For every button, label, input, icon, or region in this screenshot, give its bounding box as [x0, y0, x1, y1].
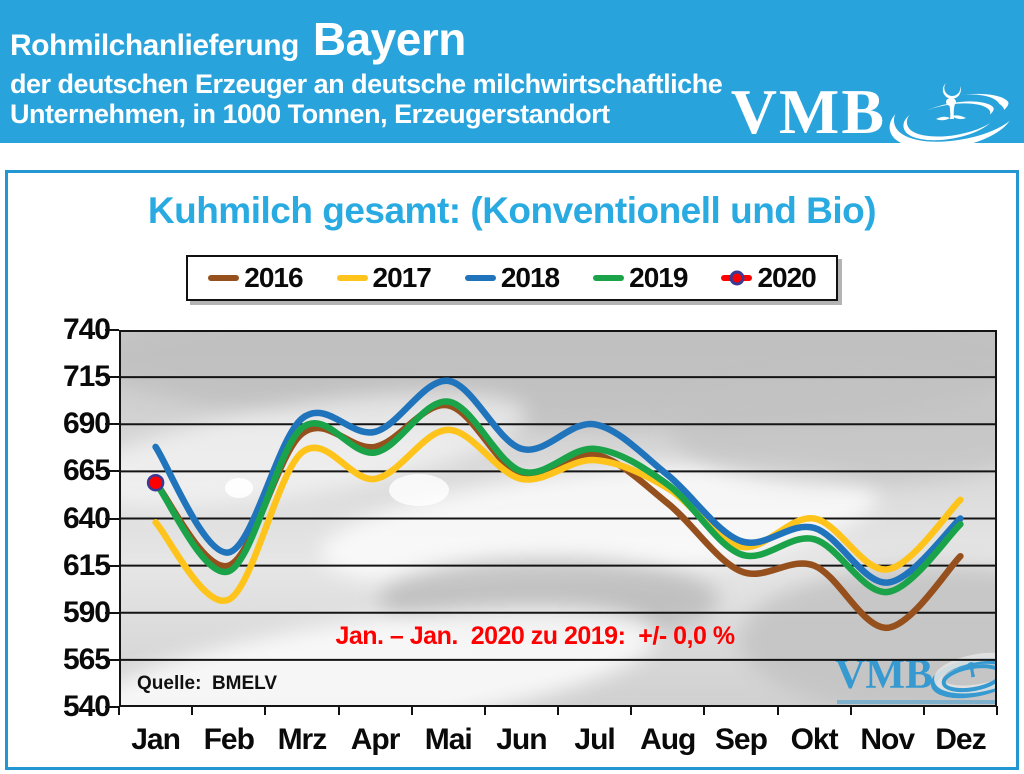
header-subtitle-line1: der deutschen Erzeuger an deutsche milch… [10, 69, 723, 99]
y-tick-540 [105, 706, 119, 708]
x-tick-label-Nov: Nov [860, 723, 915, 756]
y-tick-label-715: 715 [62, 360, 111, 394]
legend-swatch-2018 [464, 275, 496, 281]
header-title: Rohmilchanlieferung Bayern [10, 16, 722, 62]
plot-area: VMB Jan. – Jan. 2020 zu 2019: +/- 0,0 % … [119, 330, 997, 707]
x-tick-1 [191, 706, 194, 715]
header-title-region: Bayern [312, 13, 466, 65]
y-tick-590 [105, 611, 119, 614]
x-tick-2 [264, 706, 267, 715]
vmb-watermark-swirl [930, 652, 997, 699]
x-tick-4 [410, 706, 413, 715]
y-tick-665 [105, 470, 119, 473]
legend-wrap: 2016 2017 2018 2019 2020 [0, 255, 1024, 301]
y-tick-label-740: 740 [62, 313, 111, 346]
x-tick-6 [557, 706, 559, 715]
series-marker-2020 [146, 473, 165, 492]
header-banner: Rohmilchanlieferung Bayern der deutschen… [0, 0, 1024, 149]
x-tick-10 [849, 706, 852, 715]
source-label: Quelle: BMELV [137, 673, 278, 694]
x-tick-label-Jul: Jul [574, 723, 615, 756]
vmb-logo: VMB [731, 75, 1016, 149]
y-tick-label-615: 615 [62, 548, 111, 582]
series-line-2017 [152, 426, 964, 604]
x-tick-8 [703, 706, 706, 715]
series-line-2019 [152, 398, 964, 596]
legend-swatch-2017 [336, 275, 368, 281]
y-tick-640 [105, 517, 119, 520]
series-line-2018 [152, 377, 964, 586]
legend-label-2020: 2020 [757, 262, 816, 293]
legend-item-2018: 2018 [464, 262, 560, 294]
milk-swirl-icon [889, 81, 1016, 149]
x-tick-label-Jun: Jun [496, 723, 547, 756]
x-tick-3 [337, 706, 340, 715]
legend-item-2016: 2016 [208, 262, 304, 294]
legend: 2016 2017 2018 2019 2020 [186, 255, 838, 301]
header-subtitle-line2: Unternehmen, in 1000 Tonnen, Erzeugersta… [10, 99, 610, 129]
x-tick-label-Apr: Apr [350, 723, 401, 756]
x-tick-label-Aug: Aug [640, 723, 696, 756]
legend-item-2019: 2019 [593, 262, 688, 294]
legend-marker-2020 [729, 270, 745, 286]
x-tick-11 [922, 706, 925, 715]
legend-label-2019: 2019 [629, 262, 688, 293]
x-tick-0 [118, 706, 120, 715]
legend-label-2016: 2016 [244, 262, 303, 293]
x-tick-5 [483, 706, 486, 715]
y-tick-740 [105, 329, 119, 331]
x-tick-12 [996, 706, 998, 715]
vmb-logo-text: VMB [730, 76, 886, 147]
legend-swatch-2019 [593, 275, 625, 281]
x-tick-label-Feb: Feb [203, 723, 255, 756]
x-tick-label-Okt: Okt [790, 723, 839, 756]
plot-border [119, 330, 997, 707]
y-tick-label-690: 690 [62, 407, 111, 441]
x-tick-7 [630, 706, 633, 715]
vmb-watermark-subtext [837, 700, 995, 704]
x-tick-label-Sep: Sep [714, 723, 768, 756]
line-chart: VMB [119, 330, 997, 707]
chart-title: Kuhmilch gesamt: (Konventionell und Bio) [147, 190, 877, 231]
x-tick-label-Dez: Dez [935, 723, 986, 756]
y-tick-label-540: 540 [62, 690, 111, 723]
y-tick-label-590: 590 [62, 595, 111, 629]
x-tick-label-Mrz: Mrz [277, 723, 328, 756]
header-text-block: Rohmilchanlieferung Bayern der deutschen… [10, 16, 723, 129]
legend-swatch-2016 [208, 275, 240, 281]
header-title-prefix: Rohmilchanlieferung [10, 29, 299, 62]
y-tick-label-665: 665 [62, 454, 111, 488]
y-tick-565 [105, 658, 119, 661]
x-tick-label-Jan: Jan [131, 723, 181, 756]
y-tick-615 [105, 564, 119, 567]
legend-item-2020: 2020 [721, 262, 817, 294]
x-tick-9 [776, 706, 779, 715]
comparison-annotation: Jan. – Jan. 2020 zu 2019: +/- 0,0 % [335, 622, 735, 650]
y-tick-715 [105, 376, 119, 379]
y-tick-690 [105, 423, 119, 426]
legend-item-2017: 2017 [336, 262, 432, 294]
legend-label-2017: 2017 [372, 262, 432, 293]
legend-label-2018: 2018 [500, 262, 560, 293]
x-tick-label-Mai: Mai [424, 723, 473, 756]
legend-swatch-2020 [721, 270, 753, 286]
y-tick-label-565: 565 [62, 642, 111, 676]
y-tick-label-640: 640 [62, 501, 111, 535]
